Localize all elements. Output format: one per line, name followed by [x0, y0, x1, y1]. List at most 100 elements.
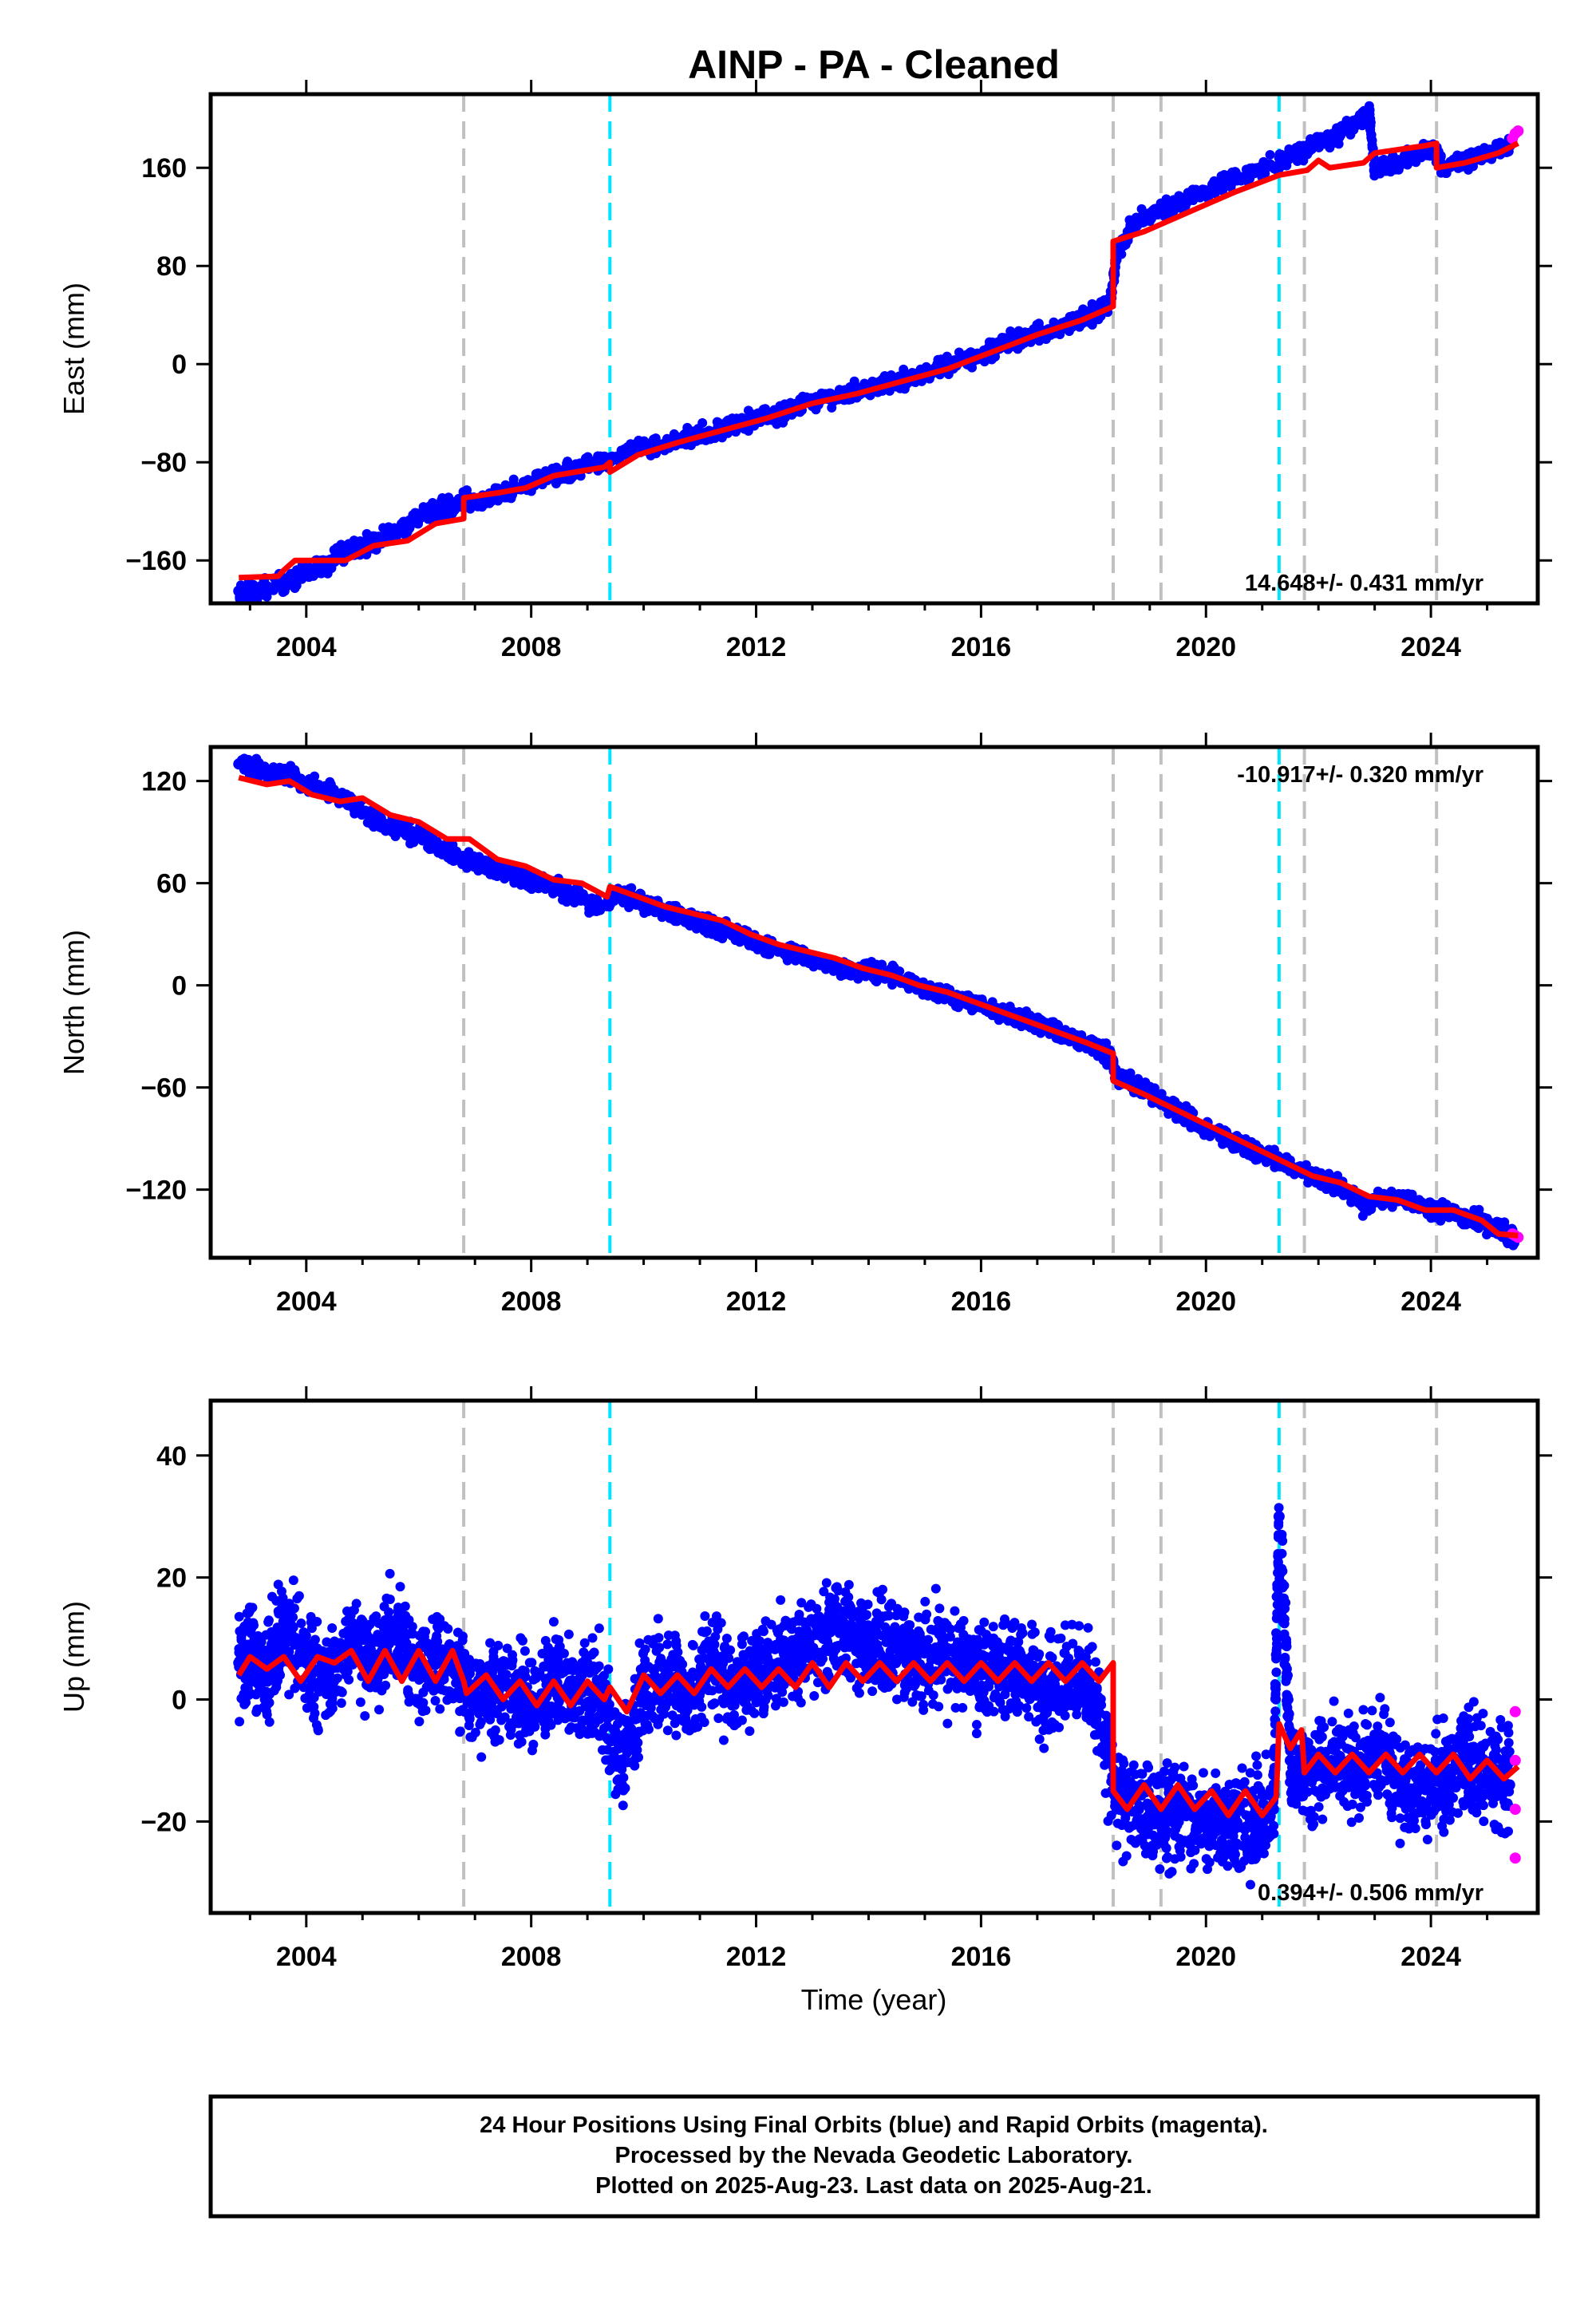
final-orbit-point [464, 1720, 474, 1730]
final-orbit-point [849, 376, 859, 386]
final-orbit-point [1144, 208, 1156, 220]
final-orbit-point [371, 1682, 381, 1693]
final-orbit-point [418, 1697, 429, 1708]
plot-frame [208, 745, 1540, 1260]
final-orbit-point [348, 1625, 358, 1635]
final-orbit-point [385, 1568, 395, 1579]
final-orbit-point [264, 1717, 275, 1727]
final-orbit-point [405, 832, 416, 843]
final-orbit-point [393, 1606, 403, 1616]
final-orbit-cloud [234, 1503, 1515, 1890]
final-orbit-point [1127, 217, 1139, 229]
final-orbit-point [271, 1636, 281, 1646]
final-orbit-point [705, 920, 717, 931]
plot-area [233, 1401, 1521, 1913]
final-orbit-point [327, 1623, 338, 1634]
x-tick-label: 2020 [1175, 632, 1236, 662]
x-tick-label: 2008 [501, 1286, 562, 1317]
final-orbit-point [404, 1697, 414, 1707]
x-tick-label: 2004 [276, 1286, 337, 1317]
final-orbit-point [291, 580, 302, 591]
final-orbit-point [1381, 159, 1391, 169]
final-orbit-point [235, 1717, 245, 1727]
final-orbit-point [1278, 152, 1290, 164]
final-orbit-point [401, 1638, 412, 1649]
final-orbit-point [460, 1648, 470, 1658]
final-orbit-point [413, 512, 425, 524]
final-orbit-point [593, 901, 605, 913]
final-orbit-point [486, 1705, 496, 1716]
final-orbit-point [1373, 1186, 1383, 1196]
final-orbit-point [262, 1709, 272, 1720]
final-orbit-point [1391, 157, 1403, 169]
final-orbit-point [447, 497, 457, 508]
final-orbit-point [348, 1618, 358, 1628]
final-orbit-point [346, 542, 358, 554]
final-orbit-point [464, 1709, 475, 1719]
final-orbit-point [625, 441, 635, 451]
final-orbit-point [1313, 139, 1323, 149]
final-orbit-point [1211, 179, 1223, 191]
x-tick-label: 2024 [1400, 632, 1461, 662]
final-orbit-point [437, 1685, 447, 1695]
final-orbit-point [1324, 132, 1336, 144]
final-orbit-point [233, 585, 245, 597]
final-orbit-point [525, 874, 537, 886]
final-orbit-point [1369, 164, 1381, 176]
final-orbit-point [262, 1647, 272, 1658]
final-orbit-point [1229, 1142, 1239, 1152]
final-orbit-point [533, 468, 543, 479]
final-orbit-point [444, 1686, 454, 1696]
final-orbit-point [475, 1719, 485, 1729]
final-orbit-point [392, 1633, 402, 1643]
final-orbit-point [427, 502, 437, 512]
final-orbit-point [432, 1622, 442, 1632]
final-orbit-point [488, 1646, 499, 1657]
final-orbit-point [256, 1637, 267, 1647]
final-orbit-point [284, 1646, 294, 1657]
final-orbit-point [1136, 204, 1147, 214]
final-orbit-point [286, 568, 297, 579]
final-orbit-point [1166, 199, 1178, 211]
final-orbit-point [309, 1693, 319, 1703]
final-orbit-point [341, 1670, 351, 1680]
final-orbit-point [1033, 318, 1044, 329]
final-orbit-point [476, 1752, 487, 1762]
final-orbit-point [1149, 1083, 1159, 1093]
y-tick-label: −120 [125, 1176, 187, 1206]
y-axis-label: East (mm) [57, 283, 90, 415]
y-tick-label: −60 [140, 1073, 187, 1104]
final-orbit-point [400, 1618, 410, 1629]
final-orbit-point [402, 527, 413, 537]
final-orbit-point [1503, 1239, 1513, 1249]
final-orbit-point [1338, 1190, 1349, 1200]
final-orbit-point [312, 1617, 322, 1627]
final-orbit-point [287, 1612, 298, 1622]
final-orbit-point [296, 1618, 306, 1629]
final-orbit-point [743, 426, 753, 437]
final-orbit-point [1243, 175, 1254, 185]
final-orbit-point [1097, 298, 1108, 308]
final-orbit-point [547, 880, 559, 892]
final-orbit-point [351, 1642, 361, 1652]
final-orbit-point [252, 1679, 263, 1690]
final-orbit-point [430, 1661, 440, 1671]
final-orbit-point [503, 867, 515, 879]
y-tick-label: 60 [156, 869, 187, 899]
x-tick-label: 2012 [726, 1286, 787, 1317]
final-orbit-point [1284, 144, 1294, 154]
final-orbit-point [430, 1696, 440, 1706]
final-orbit-point [414, 1717, 425, 1727]
final-orbit-point [271, 1595, 282, 1606]
final-orbit-point [540, 883, 551, 894]
x-tick-label: 2020 [1175, 1286, 1236, 1317]
final-orbit-point [390, 528, 402, 539]
final-orbit-point [302, 1703, 312, 1713]
final-orbit-point [243, 757, 254, 768]
final-orbit-point [986, 354, 997, 365]
final-orbit-point [301, 1630, 311, 1641]
final-orbit-point [1246, 167, 1256, 177]
final-orbit-point [1333, 139, 1344, 149]
final-orbit-point [263, 1615, 274, 1626]
